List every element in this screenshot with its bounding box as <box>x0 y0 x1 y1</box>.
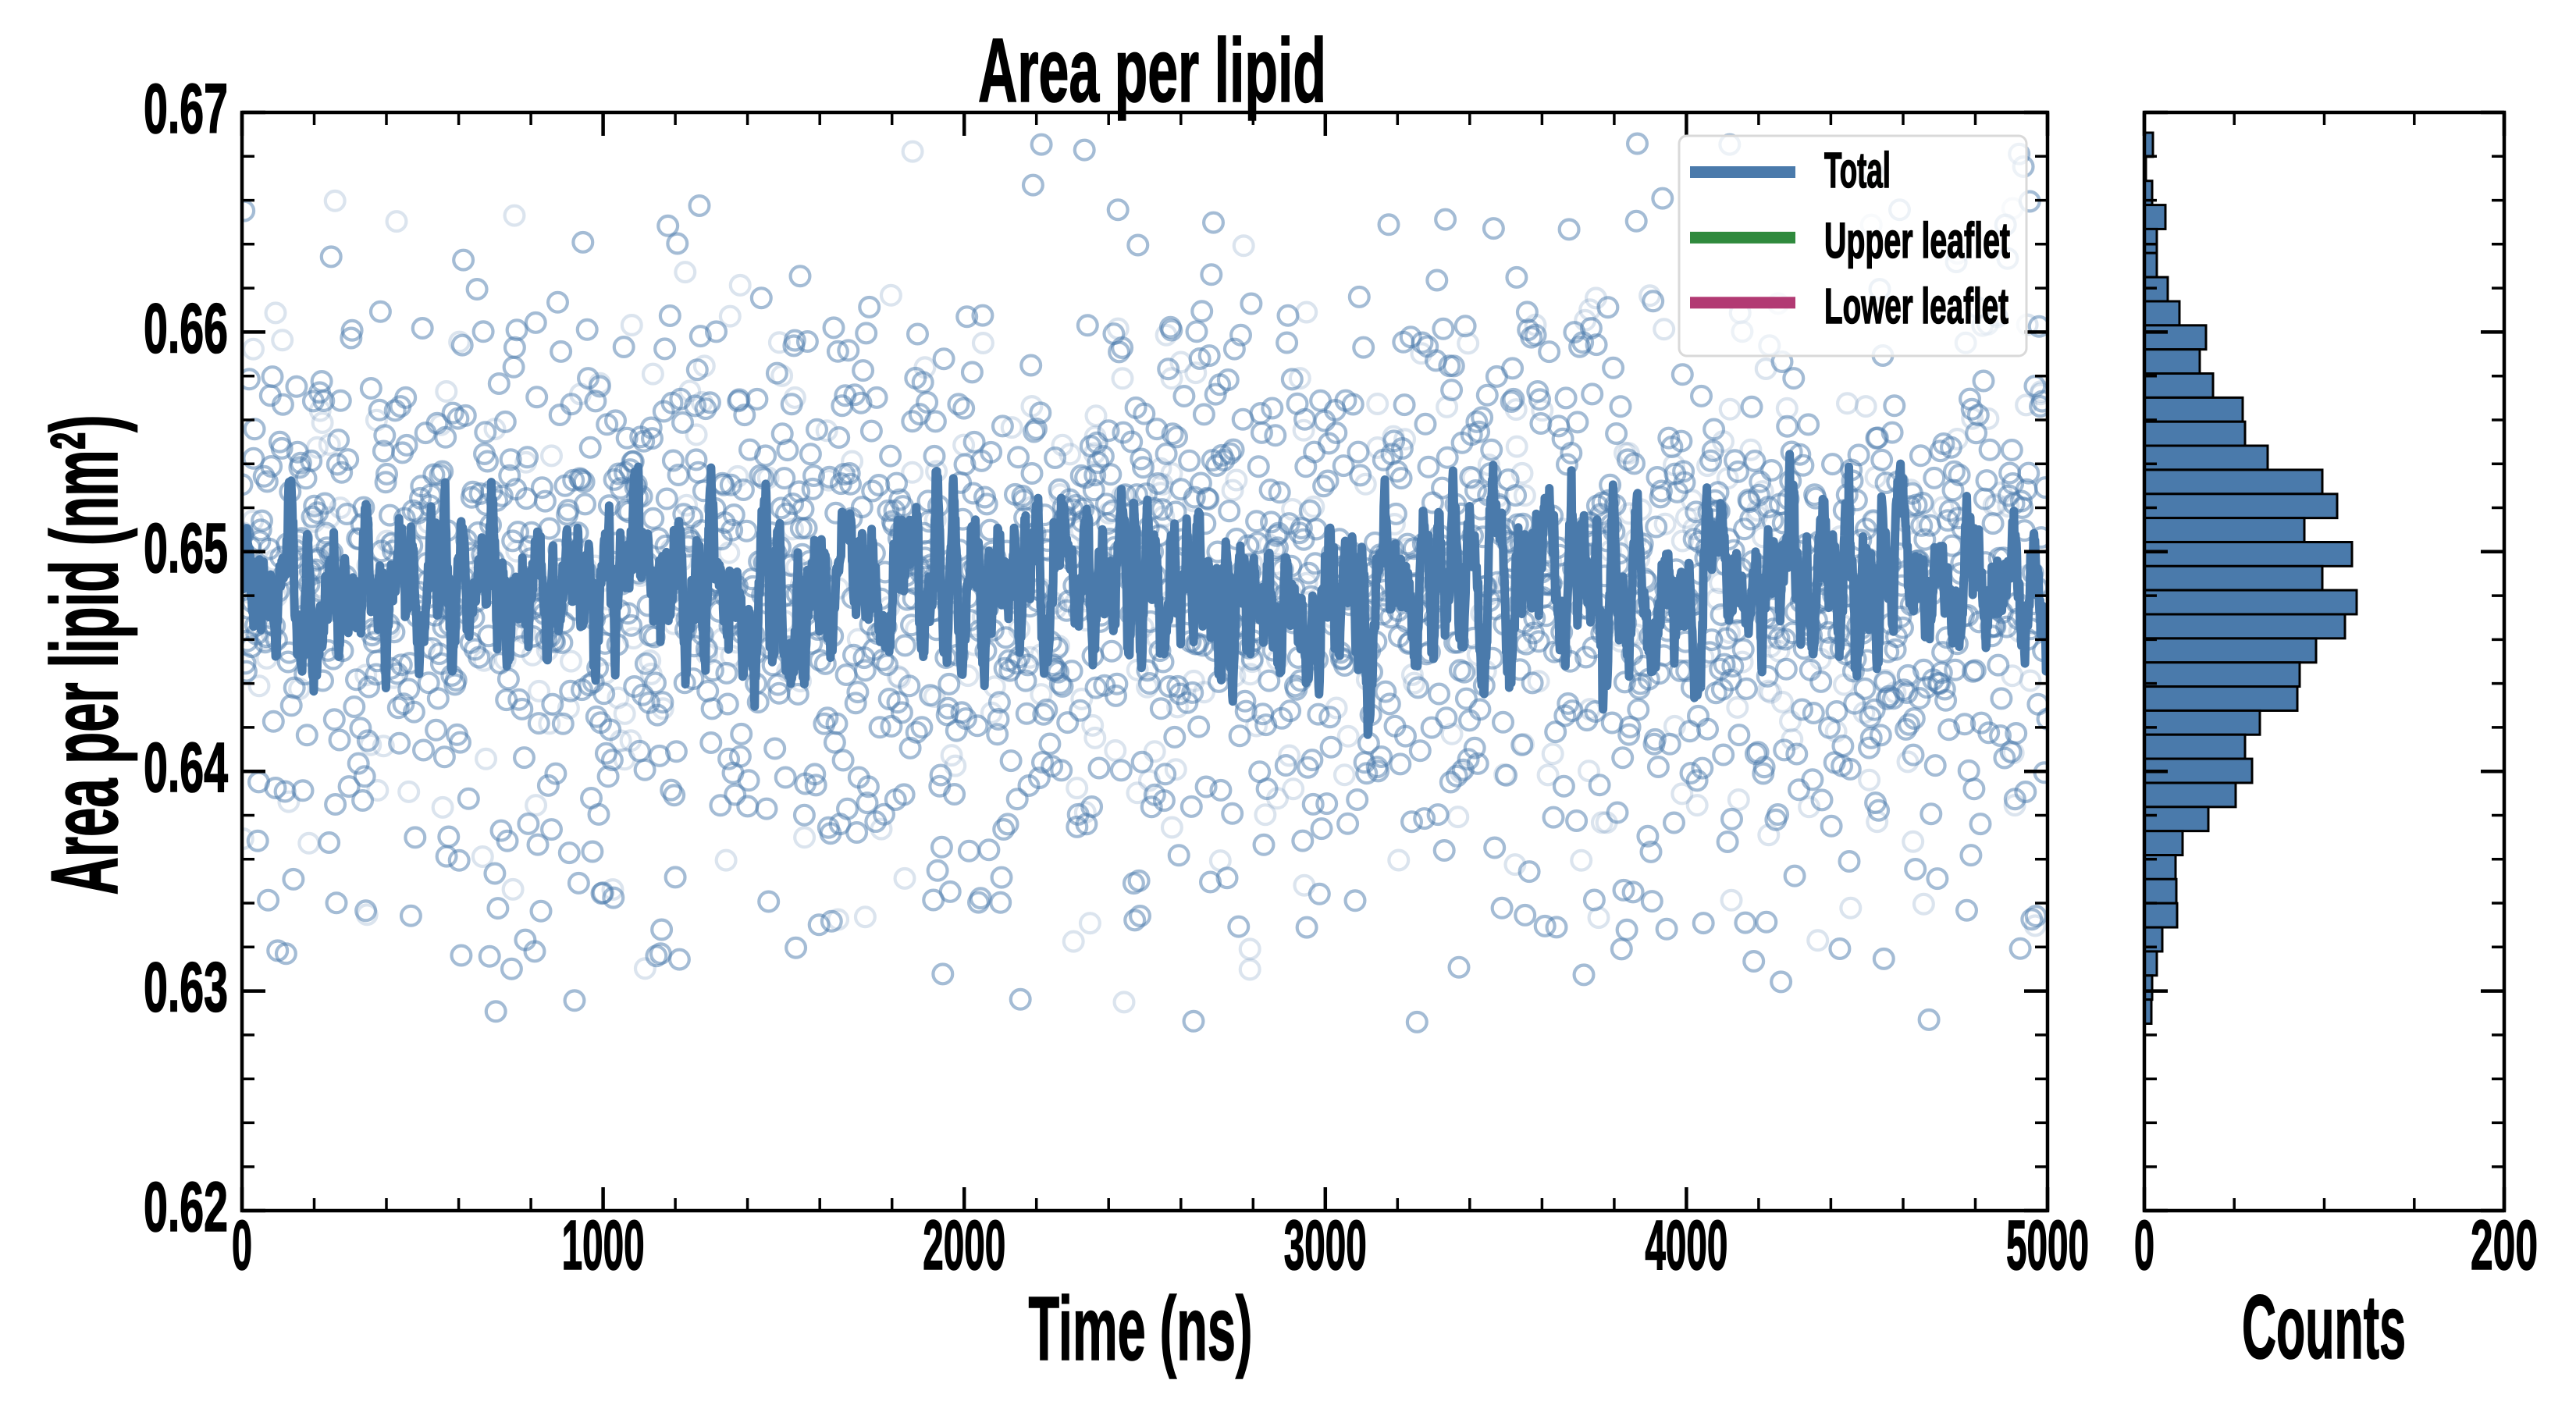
svg-text:0: 0 <box>232 1207 252 1285</box>
svg-text:200: 200 <box>2471 1207 2538 1285</box>
svg-text:3000: 3000 <box>1284 1207 1367 1285</box>
svg-text:Total: Total <box>1824 142 1891 198</box>
svg-text:0.66: 0.66 <box>144 290 228 368</box>
svg-text:0.65: 0.65 <box>144 510 228 588</box>
svg-text:4000: 4000 <box>1645 1207 1727 1285</box>
svg-text:0.63: 0.63 <box>144 949 228 1027</box>
svg-text:Area per lipid (nm²): Area per lipid (nm²) <box>31 415 137 895</box>
svg-text:Upper leaflet: Upper leaflet <box>1824 212 2010 269</box>
svg-text:1000: 1000 <box>562 1207 645 1285</box>
svg-text:Time (ns): Time (ns) <box>1029 1278 1253 1379</box>
svg-text:2000: 2000 <box>923 1207 1005 1285</box>
svg-text:0.64: 0.64 <box>144 729 228 807</box>
svg-text:0.67: 0.67 <box>144 70 228 148</box>
svg-text:0.62: 0.62 <box>144 1168 228 1247</box>
svg-text:Counts: Counts <box>2242 1276 2406 1378</box>
svg-text:5000: 5000 <box>2006 1207 2089 1285</box>
svg-text:Area per lipid: Area per lipid <box>978 20 1326 121</box>
svg-text:0: 0 <box>2134 1207 2154 1285</box>
svg-text:Lower leaflet: Lower leaflet <box>1824 278 2008 334</box>
